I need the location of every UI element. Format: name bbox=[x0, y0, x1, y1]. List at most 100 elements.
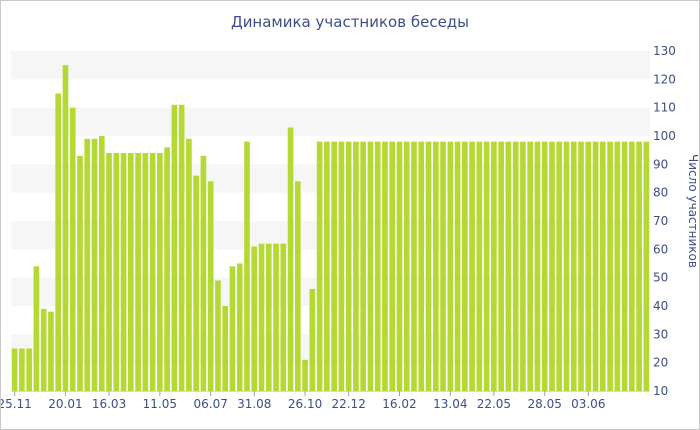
x-tick-label: 28.05 bbox=[528, 397, 562, 411]
bar bbox=[338, 141, 345, 391]
grid-band bbox=[11, 107, 650, 136]
bar bbox=[360, 141, 366, 391]
bar bbox=[157, 153, 163, 391]
bar bbox=[40, 308, 47, 391]
bar bbox=[570, 141, 577, 391]
bar bbox=[541, 141, 548, 391]
bar bbox=[62, 65, 69, 392]
y-axis-ticks: 10 20 30 40 50 60 70 80 90 100 110 120 130 bbox=[653, 44, 676, 398]
y-tick-label: 50 bbox=[653, 271, 668, 285]
bar bbox=[178, 104, 185, 391]
x-tick-label: 20.01 bbox=[48, 397, 82, 411]
bar bbox=[19, 348, 25, 391]
bar bbox=[491, 141, 497, 391]
bar bbox=[607, 141, 613, 391]
bar bbox=[258, 243, 265, 391]
bar bbox=[222, 306, 229, 391]
bar bbox=[265, 243, 272, 391]
y-axis-title: Число участников bbox=[686, 154, 699, 268]
x-tick-label: 06.07 bbox=[194, 397, 228, 411]
bar-series bbox=[11, 65, 650, 392]
x-tick-label: 16.03 bbox=[92, 397, 126, 411]
bar bbox=[200, 155, 207, 391]
x-tick-label: 11.05 bbox=[143, 397, 177, 411]
y-tick-label: 30 bbox=[653, 327, 668, 341]
bar bbox=[382, 141, 388, 391]
y-tick-label: 70 bbox=[653, 214, 668, 228]
bar bbox=[229, 266, 236, 391]
bar bbox=[367, 141, 374, 391]
bar bbox=[396, 141, 403, 391]
x-tick-label: 03.06 bbox=[571, 397, 605, 411]
bar bbox=[599, 141, 606, 391]
bar bbox=[309, 289, 316, 391]
bar bbox=[244, 141, 250, 391]
bar bbox=[636, 141, 642, 391]
bar bbox=[469, 141, 475, 391]
bar bbox=[549, 141, 555, 391]
x-axis-ticks: 25.11 20.01 16.03 11.05 06.07 31.08 26.10 22.12… bbox=[1, 391, 605, 411]
bar bbox=[324, 141, 330, 391]
bar bbox=[512, 141, 519, 391]
y-tick-label: 130 bbox=[653, 44, 676, 58]
bar bbox=[563, 141, 570, 391]
bar bbox=[432, 141, 439, 391]
bar bbox=[374, 141, 381, 391]
bar bbox=[193, 175, 199, 391]
bar bbox=[629, 141, 635, 391]
bar bbox=[171, 104, 178, 391]
chart-title: Динамика участников беседы bbox=[230, 13, 470, 31]
y-tick-label: 80 bbox=[653, 186, 668, 200]
bar bbox=[142, 153, 149, 391]
bar bbox=[476, 141, 483, 391]
bar bbox=[483, 141, 490, 391]
bar bbox=[454, 141, 461, 391]
bar bbox=[302, 359, 308, 391]
bar bbox=[592, 141, 599, 391]
y-tick-label: 20 bbox=[653, 356, 668, 370]
bar bbox=[353, 141, 359, 391]
bar bbox=[287, 127, 294, 391]
bar bbox=[418, 141, 425, 391]
bar bbox=[106, 153, 112, 391]
x-tick-label: 16.02 bbox=[382, 397, 416, 411]
grid-band bbox=[11, 51, 650, 80]
bar bbox=[331, 141, 337, 391]
bar bbox=[425, 141, 432, 391]
bar bbox=[98, 136, 105, 391]
bar bbox=[164, 147, 170, 391]
bar bbox=[411, 141, 417, 391]
bar bbox=[113, 153, 120, 391]
bar bbox=[447, 141, 454, 391]
bar bbox=[403, 141, 410, 391]
bar bbox=[251, 246, 258, 391]
bar bbox=[527, 141, 534, 391]
bar bbox=[621, 141, 628, 391]
bar bbox=[498, 141, 504, 391]
x-tick-label: 31.08 bbox=[237, 397, 271, 411]
bar bbox=[215, 280, 221, 391]
bar bbox=[149, 153, 156, 391]
y-tick-label: 40 bbox=[653, 299, 668, 313]
x-tick-label: 22.05 bbox=[477, 397, 511, 411]
bar bbox=[273, 243, 279, 391]
bar bbox=[26, 348, 32, 391]
y-tick-label: 60 bbox=[653, 242, 668, 256]
bar bbox=[556, 141, 563, 391]
bar bbox=[294, 181, 301, 391]
bar bbox=[207, 181, 214, 391]
bar bbox=[55, 93, 62, 391]
bar bbox=[440, 141, 446, 391]
bar bbox=[614, 141, 621, 391]
bar bbox=[462, 141, 468, 391]
bar bbox=[578, 141, 584, 391]
bar bbox=[389, 141, 396, 391]
bar bbox=[280, 243, 287, 391]
bar bbox=[135, 153, 141, 391]
bar bbox=[91, 138, 98, 391]
x-tick-label: 13.04 bbox=[433, 397, 467, 411]
bar bbox=[534, 141, 541, 391]
x-tick-label: 26.10 bbox=[288, 397, 322, 411]
